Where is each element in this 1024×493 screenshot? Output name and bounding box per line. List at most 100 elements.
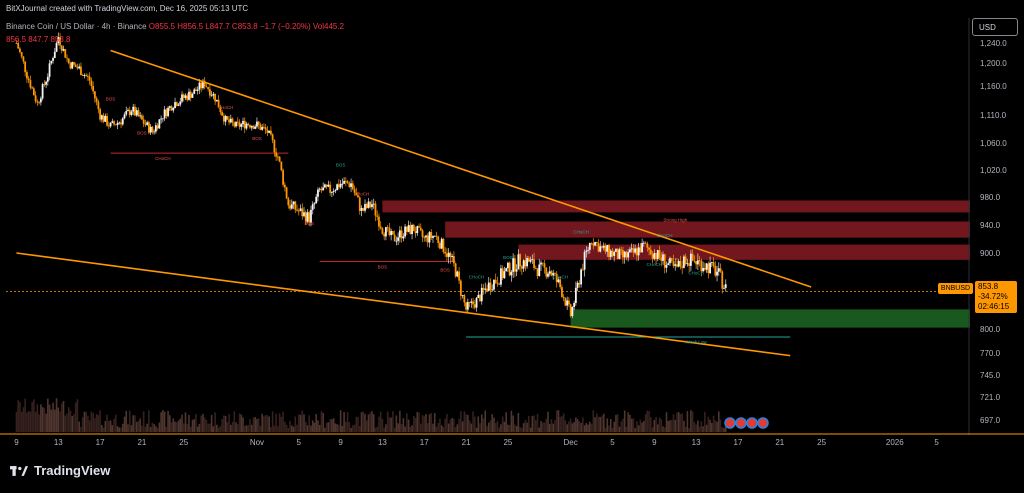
volume-bar xyxy=(41,407,44,432)
volume-bar xyxy=(219,425,222,432)
structure-label: CHoCH xyxy=(552,275,568,280)
candle-body xyxy=(388,227,391,236)
volume-bar xyxy=(411,425,413,432)
volume-bar xyxy=(639,419,642,432)
volume-bar xyxy=(660,419,663,432)
volume-bar xyxy=(707,416,710,432)
candle-body xyxy=(465,302,467,310)
candle-body xyxy=(141,115,143,120)
structure-label: Weak Low xyxy=(686,339,708,344)
tradingview-logo-icon xyxy=(10,465,28,476)
volume-bar xyxy=(252,417,255,432)
volume-bar xyxy=(304,421,307,432)
volume-bar xyxy=(697,420,699,432)
volume-bar xyxy=(284,421,286,432)
volume-bar xyxy=(149,427,152,432)
volume-bar xyxy=(395,415,398,432)
volume-bar xyxy=(615,414,617,432)
volume-bar xyxy=(172,418,175,432)
volume-bar xyxy=(604,427,607,432)
candle-body xyxy=(622,250,624,258)
currency-button[interactable]: USD xyxy=(972,18,1018,36)
volume-bar xyxy=(679,413,682,432)
volume-bar xyxy=(327,422,330,432)
candle-body xyxy=(472,301,474,305)
candle-body xyxy=(62,49,65,51)
candle-body xyxy=(38,102,41,104)
candle-body xyxy=(236,121,239,123)
candle-body xyxy=(210,95,213,97)
candle-body xyxy=(240,124,243,127)
candle-body xyxy=(604,245,607,252)
volume-bar xyxy=(569,418,572,432)
candle-body xyxy=(290,204,293,209)
candle-body xyxy=(707,263,710,274)
candle-body xyxy=(146,122,149,125)
volume-bar xyxy=(637,425,640,432)
candle-body xyxy=(581,269,584,271)
candle-body xyxy=(118,122,121,124)
candle-body xyxy=(376,215,379,217)
volume-bar xyxy=(151,422,154,432)
candle-body xyxy=(466,302,469,310)
volume-bar xyxy=(724,423,727,432)
volume-bar xyxy=(526,422,528,432)
candle-body xyxy=(369,201,372,208)
volume-bar xyxy=(57,407,60,432)
candle-body xyxy=(209,89,211,96)
candle-body xyxy=(360,208,363,211)
candle-body xyxy=(148,122,150,133)
candle-body xyxy=(667,263,670,265)
volume-bar xyxy=(114,414,117,432)
candle-body xyxy=(297,210,300,212)
candle-body xyxy=(442,238,445,252)
candle-body xyxy=(193,89,196,94)
candle-body xyxy=(590,243,593,244)
structure-label: Strong High xyxy=(663,218,687,223)
candle-body xyxy=(116,122,119,126)
volume-bar xyxy=(482,418,485,432)
candle-body xyxy=(639,247,642,253)
volume-bar xyxy=(292,426,295,432)
volume-bar xyxy=(564,420,567,432)
volume-bar xyxy=(500,424,502,432)
candle-body xyxy=(39,98,42,103)
volume-bar xyxy=(374,427,377,432)
volume-bar xyxy=(655,416,657,432)
volume-bar xyxy=(102,427,105,432)
candle-body xyxy=(705,263,708,270)
y-tick-label: 721.0 xyxy=(980,393,1001,402)
volume-bar xyxy=(493,417,495,432)
x-tick-label: 17 xyxy=(96,438,105,447)
symbol-price-tag: BNBUSD xyxy=(938,283,973,294)
tradingview-logo[interactable]: TradingView xyxy=(10,463,110,478)
volume-bar xyxy=(651,427,654,432)
volume-bar xyxy=(236,424,239,432)
volume-bar xyxy=(97,415,100,432)
symbol-name[interactable]: Binance Coin / US Dollar · 4h · Binance xyxy=(6,22,147,31)
volume-bar xyxy=(688,427,690,432)
last-price-tag: 853.8 -34.72% 02:46:15 xyxy=(975,281,1017,313)
volume-bar xyxy=(212,426,215,432)
candle-body xyxy=(341,183,344,185)
volume-bar xyxy=(128,410,131,432)
volume-bar xyxy=(43,408,46,432)
candle-body xyxy=(53,51,56,59)
volume-bar xyxy=(338,424,340,432)
volume-bar xyxy=(658,417,661,432)
volume-bar xyxy=(667,420,670,432)
volume-bar xyxy=(350,427,352,432)
volume-bar xyxy=(367,414,370,432)
volume-bar xyxy=(629,414,631,432)
candle-body xyxy=(64,49,67,58)
candle-body xyxy=(723,287,725,289)
volume-bar xyxy=(24,398,26,432)
candle-body xyxy=(256,121,258,127)
candle-body xyxy=(299,208,302,211)
candle-body xyxy=(688,263,691,266)
candle-body xyxy=(263,127,265,128)
candle-body xyxy=(254,126,257,129)
structure-label: CHoCH xyxy=(573,229,589,234)
volume-bar xyxy=(53,409,56,432)
